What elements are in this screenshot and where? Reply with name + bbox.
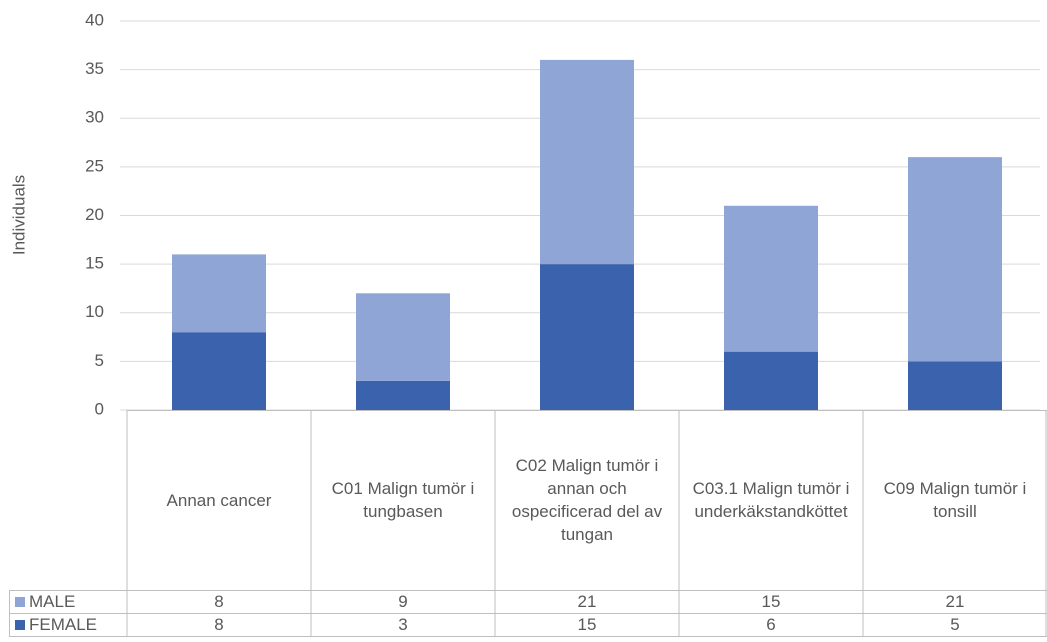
bar-segment (356, 380, 450, 410)
table-value: 15 (761, 592, 781, 611)
y-tick-label: 5 (95, 351, 104, 370)
table-value: 8 (214, 592, 224, 611)
legend-label: FEMALE (29, 615, 98, 634)
bar-segment (172, 332, 266, 410)
legend-swatch (15, 619, 25, 630)
y-tick-label: 15 (85, 254, 104, 273)
bar-segment (724, 205, 818, 352)
table-value: 8 (214, 615, 224, 634)
table-value: 3 (398, 615, 408, 634)
bar-segment (908, 361, 1002, 410)
y-tick-label: 10 (85, 302, 104, 321)
y-tick-label: 30 (85, 108, 104, 127)
y-axis-title: Individuals (9, 175, 28, 255)
category-label: C01 Malign tumör i tungbasen (331, 479, 475, 521)
bar-segment (908, 157, 1002, 362)
category-label: Annan cancer (166, 490, 272, 510)
bar-segment (540, 264, 634, 410)
table-value: 6 (766, 615, 776, 634)
table-value: 5 (950, 615, 960, 634)
bar-segment (724, 351, 818, 410)
bar-segment (356, 293, 450, 381)
legend-cell: MALE (9, 590, 127, 613)
y-tick-label: 25 (85, 156, 104, 175)
table-value: 9 (398, 592, 408, 611)
category-label: C02 Malign tumör i annan och ospecificer… (511, 456, 663, 544)
y-tick-label: 0 (95, 399, 104, 418)
table-value: 15 (577, 615, 597, 634)
y-tick-label: 40 (85, 10, 104, 29)
category-label: C09 Malign tumör i tonsill (883, 479, 1027, 521)
y-tick-label: 20 (85, 205, 104, 224)
bar-segment (172, 254, 266, 333)
table-value: 21 (577, 592, 597, 611)
legend-label: MALE (29, 592, 76, 611)
table-value: 21 (945, 592, 965, 611)
bar-segment (540, 59, 634, 265)
category-label: C03.1 Malign tumör i underkäkstandköttet (692, 479, 850, 521)
y-tick-label: 35 (85, 59, 104, 78)
legend-cell: FEMALE (9, 613, 127, 636)
legend-swatch (15, 596, 25, 607)
